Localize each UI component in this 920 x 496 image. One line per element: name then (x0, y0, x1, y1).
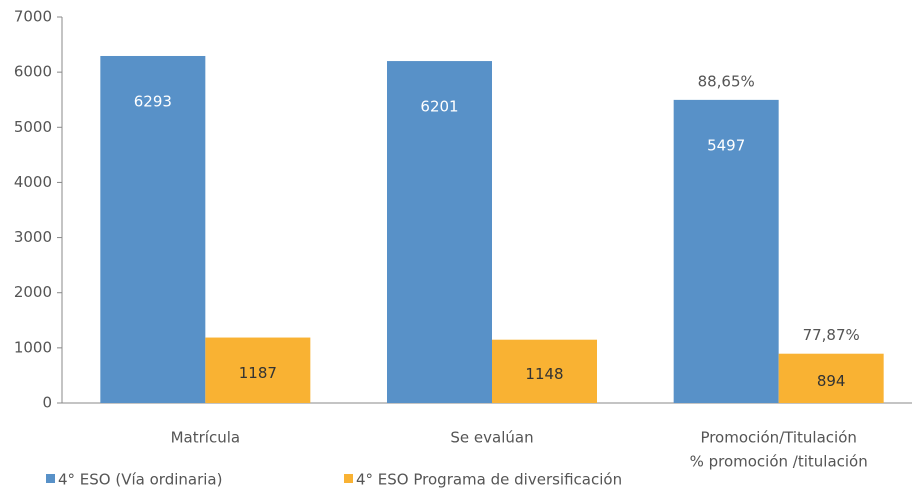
value-label: 5497 (707, 136, 745, 154)
x-tick-label: Se evalúan (450, 429, 533, 447)
y-tick-label: 0 (42, 394, 52, 412)
bar (205, 337, 311, 403)
legend-label: 4° ESO Programa de diversificación (356, 471, 622, 489)
legend-swatch (344, 474, 353, 483)
x-tick-label: % promoción /titulación (690, 453, 868, 471)
bar (100, 55, 206, 404)
y-tick-label: 3000 (14, 228, 52, 246)
y-tick-label: 6000 (14, 63, 52, 81)
bar (492, 339, 597, 403)
x-tick-label: Matrícula (171, 429, 240, 447)
annotation: 88,65% (698, 72, 755, 90)
y-tick-label: 7000 (14, 8, 52, 26)
y-tick-label: 4000 (14, 173, 52, 191)
bar (673, 99, 779, 404)
value-label: 6201 (420, 98, 458, 116)
x-tick-label: Promoción/Titulación (700, 429, 856, 447)
value-label: 1148 (525, 365, 563, 383)
legend-swatch (46, 474, 55, 483)
annotation: 77,87% (803, 326, 860, 344)
legend-label: 4° ESO (Vía ordinaria) (58, 471, 222, 489)
value-label: 1187 (239, 364, 277, 382)
y-tick-label: 5000 (14, 118, 52, 136)
bar (387, 61, 492, 403)
bar (778, 353, 884, 403)
y-tick-label: 1000 (14, 338, 52, 356)
value-label: 894 (817, 372, 846, 390)
value-label: 6293 (134, 92, 172, 110)
y-tick-label: 2000 (14, 283, 52, 301)
